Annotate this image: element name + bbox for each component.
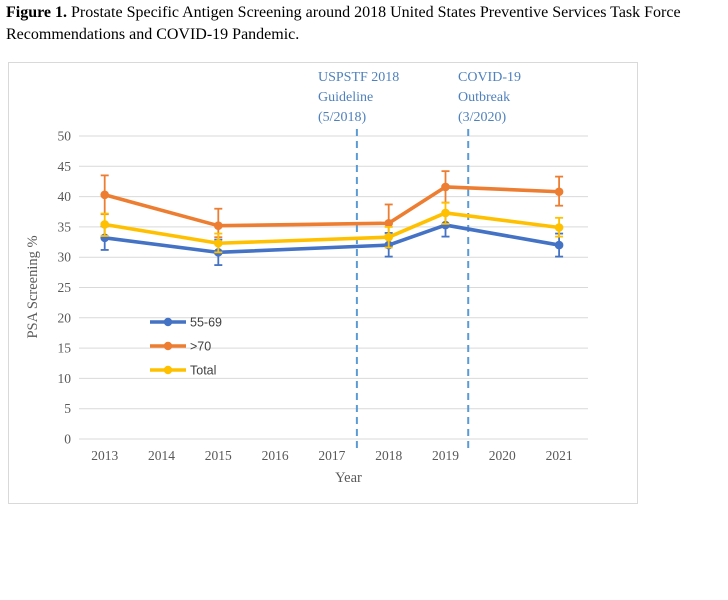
x-tick-label: 2014 bbox=[148, 448, 175, 463]
legend-label: Total bbox=[190, 364, 216, 378]
event-annotation-line: COVID-19 bbox=[458, 70, 521, 85]
chart-frame: 0 5 10 15 20 25 30 35 40 45 50 2013 2014 2015 2016 2017… bbox=[8, 62, 638, 504]
data-point-marker bbox=[100, 220, 109, 229]
data-point-marker bbox=[441, 208, 450, 218]
legend-item-55-69: 55-69 bbox=[150, 316, 222, 330]
y-axis-title: PSA Screening % bbox=[25, 235, 41, 338]
event-annotation-line: (5/2018) bbox=[318, 110, 367, 125]
y-tick-label: 40 bbox=[58, 189, 72, 204]
series-total bbox=[100, 201, 564, 254]
x-tick-label: 2013 bbox=[91, 448, 118, 463]
psa-screening-chart: 0 5 10 15 20 25 30 35 40 45 50 2013 2014 2015 2016 2017… bbox=[25, 70, 588, 486]
y-tick-label: 30 bbox=[58, 250, 72, 265]
y-tick-label: 45 bbox=[58, 159, 72, 174]
legend-marker bbox=[163, 365, 173, 375]
series-line bbox=[102, 211, 561, 246]
x-tick-label: 2018 bbox=[375, 448, 402, 463]
x-tick-label: 2020 bbox=[489, 448, 516, 463]
data-point-marker bbox=[554, 187, 564, 197]
data-point-marker bbox=[100, 190, 109, 200]
x-tick-label: 2016 bbox=[262, 448, 289, 463]
y-tick-label: 35 bbox=[58, 219, 72, 234]
data-point-marker bbox=[214, 238, 223, 248]
data-point-marker bbox=[214, 221, 223, 230]
data-point-marker bbox=[441, 220, 450, 230]
y-tick-label: 0 bbox=[64, 432, 71, 447]
data-point-marker bbox=[384, 232, 394, 242]
data-point-marker bbox=[441, 182, 450, 192]
y-tick-label: 25 bbox=[58, 280, 72, 295]
y-tick-label: 15 bbox=[58, 341, 72, 356]
figure-caption: Figure 1. Prostate Specific Antigen Scre… bbox=[6, 2, 720, 46]
legend-label: 55-69 bbox=[190, 316, 222, 330]
y-tick-label: 10 bbox=[58, 371, 72, 386]
data-point-marker bbox=[384, 218, 394, 228]
figure-caption-text: Prostate Specific Antigen Screening arou… bbox=[6, 4, 681, 43]
legend-marker bbox=[163, 341, 173, 351]
x-tick-label: 2015 bbox=[205, 448, 232, 463]
event-annotation-line: (3/2020) bbox=[458, 110, 507, 125]
event-annotation-line: USPSTF 2018 bbox=[318, 70, 399, 85]
y-tick-label: 20 bbox=[58, 310, 72, 325]
x-tick-label: 2017 bbox=[318, 448, 345, 463]
x-tick-label: 2021 bbox=[546, 448, 573, 463]
event-annotation: COVID-19 Outbreak (3/2020) bbox=[458, 70, 521, 125]
figure-caption-label: Figure 1. bbox=[6, 4, 68, 21]
x-axis-title: Year bbox=[335, 470, 362, 486]
data-point-marker bbox=[554, 240, 564, 250]
x-tick-label: 2019 bbox=[432, 448, 459, 463]
data-point-marker bbox=[554, 223, 564, 232]
event-annotation-line: Guideline bbox=[318, 90, 373, 105]
legend-marker bbox=[163, 317, 173, 327]
event-annotation-line: Outbreak bbox=[458, 90, 510, 105]
event-annotation: USPSTF 2018 Guideline (5/2018) bbox=[318, 70, 399, 125]
legend-label: >70 bbox=[190, 340, 211, 354]
legend-item-total: Total bbox=[150, 364, 216, 378]
legend-item--70: >70 bbox=[150, 340, 211, 354]
y-tick-label: 5 bbox=[64, 401, 71, 416]
y-tick-label: 50 bbox=[58, 129, 72, 144]
